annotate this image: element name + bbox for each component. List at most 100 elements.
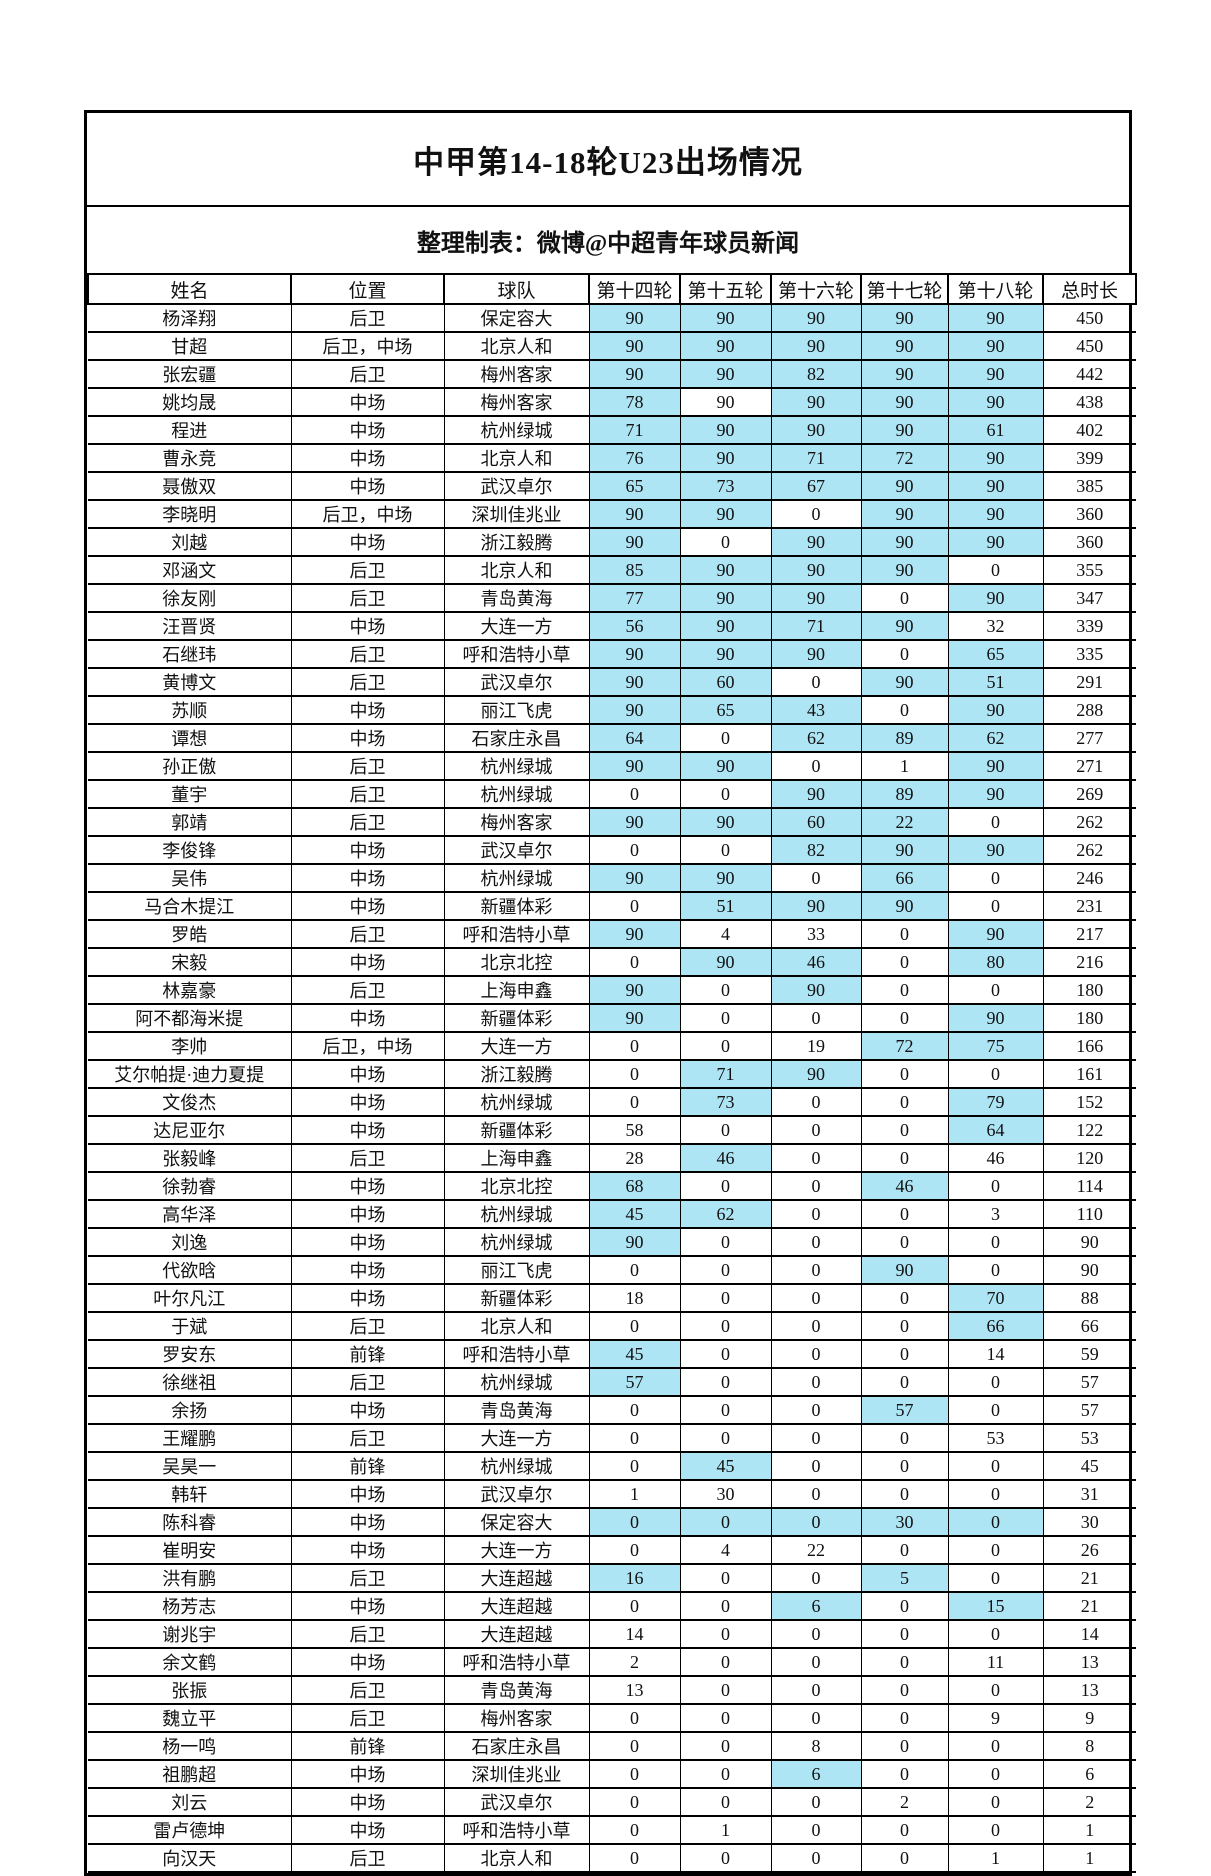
- position-cell: 中场: [290, 1255, 445, 1285]
- round-14-cell: 14: [588, 1619, 681, 1649]
- round-14-cell: 0: [588, 779, 681, 809]
- round-18-cell: 62: [947, 723, 1044, 753]
- round-14-cell: 2: [588, 1647, 681, 1677]
- total-minutes-cell: 288: [1042, 695, 1136, 725]
- round-17-cell: 90: [860, 891, 949, 921]
- position-cell: 中场: [290, 891, 445, 921]
- round-17-cell: 0: [860, 1283, 949, 1313]
- table-row: 郭靖 后卫 梅州客家 90 90 60 22 0 262: [88, 807, 1136, 837]
- table-row: 姚均晟 中场 梅州客家 78 90 90 90 90 438: [88, 387, 1136, 417]
- player-name-cell: 祖鹏超: [88, 1759, 292, 1789]
- round-15-cell: 90: [679, 639, 772, 669]
- round-15-cell: 0: [679, 1507, 772, 1537]
- round-14-cell: 0: [588, 947, 681, 977]
- round-14-cell: 0: [588, 1311, 681, 1341]
- round-15-cell: 0: [679, 1423, 772, 1453]
- position-cell: 中场: [290, 471, 445, 501]
- round-14-cell: 78: [588, 387, 681, 417]
- round-15-cell: 0: [679, 1255, 772, 1285]
- total-minutes-cell: 114: [1042, 1171, 1136, 1201]
- round-18-cell: 1: [947, 1843, 1044, 1873]
- position-cell: 后卫: [290, 1367, 445, 1397]
- round-16-cell: 8: [770, 1731, 862, 1761]
- position-cell: 后卫: [290, 1619, 445, 1649]
- round-18-cell: 90: [947, 695, 1044, 725]
- round-15-cell: 0: [679, 1367, 772, 1397]
- round-18-cell: 70: [947, 1283, 1044, 1313]
- round-17-cell: 0: [860, 1815, 949, 1845]
- table-row: 徐勃睿 中场 北京北控 68 0 0 46 0 114: [88, 1171, 1136, 1201]
- round-15-cell: 90: [679, 303, 772, 333]
- position-cell: 后卫: [290, 1423, 445, 1453]
- round-18-cell: 79: [947, 1087, 1044, 1117]
- round-18-cell: 46: [947, 1143, 1044, 1173]
- round-18-cell: 90: [947, 359, 1044, 389]
- team-cell: 北京人和: [443, 331, 590, 361]
- round-15-cell: 0: [679, 1703, 772, 1733]
- team-cell: 石家庄永昌: [443, 1731, 590, 1761]
- table-row: 刘云 中场 武汉卓尔 0 0 0 2 0 2: [88, 1787, 1136, 1817]
- round-14-cell: 0: [588, 1815, 681, 1845]
- round-14-cell: 0: [588, 835, 681, 865]
- team-cell: 呼和浩特小草: [443, 639, 590, 669]
- round-17-cell: 0: [860, 947, 949, 977]
- team-cell: 北京北控: [443, 947, 590, 977]
- player-name-cell: 张毅峰: [88, 1143, 292, 1173]
- player-name-cell: 汪晋贤: [88, 611, 292, 641]
- player-name-cell: 王耀鹏: [88, 1423, 292, 1453]
- player-name-cell: 崔明安: [88, 1535, 292, 1565]
- round-15-cell: 90: [679, 499, 772, 529]
- player-name-cell: 李俊锋: [88, 835, 292, 865]
- round-16-cell: 0: [770, 1647, 862, 1677]
- round-15-cell: 90: [679, 443, 772, 473]
- round-17-cell: 0: [860, 1115, 949, 1145]
- round-16-cell: 0: [770, 1563, 862, 1593]
- position-cell: 后卫: [290, 779, 445, 809]
- round-17-cell: 1: [860, 751, 949, 781]
- round-16-cell: 71: [770, 611, 862, 641]
- player-name-cell: 文俊杰: [88, 1087, 292, 1117]
- round-15-cell: 90: [679, 583, 772, 613]
- table-row: 艾尔帕提·迪力夏提 中场 浙江毅腾 0 71 90 0 0 161: [88, 1059, 1136, 1089]
- round-16-cell: 90: [770, 303, 862, 333]
- total-minutes-cell: 8: [1042, 1731, 1136, 1761]
- position-cell: 后卫，中场: [290, 331, 445, 361]
- table-row: 罗皓 后卫 呼和浩特小草 90 4 33 0 90 217: [88, 919, 1136, 949]
- round-18-cell: 0: [947, 1563, 1044, 1593]
- round-17-cell: 0: [860, 1451, 949, 1481]
- team-cell: 杭州绿城: [443, 863, 590, 893]
- player-name-cell: 韩轩: [88, 1479, 292, 1509]
- position-cell: 中场: [290, 611, 445, 641]
- round-14-cell: 90: [588, 807, 681, 837]
- round-16-cell: 67: [770, 471, 862, 501]
- total-minutes-cell: 110: [1042, 1199, 1136, 1229]
- total-minutes-cell: 88: [1042, 1283, 1136, 1313]
- round-16-cell: 0: [770, 667, 862, 697]
- table-row: 孙正傲 后卫 杭州绿城 90 90 0 1 90 271: [88, 751, 1136, 781]
- player-name-cell: 杨泽翔: [88, 303, 292, 333]
- player-name-cell: 吴昊一: [88, 1451, 292, 1481]
- position-cell: 中场: [290, 1395, 445, 1425]
- player-name-cell: 刘逸: [88, 1227, 292, 1257]
- round-18-cell: 0: [947, 807, 1044, 837]
- player-name-cell: 向汉天: [88, 1843, 292, 1873]
- player-name-cell: 余文鹤: [88, 1647, 292, 1677]
- round-14-cell: 1: [588, 1479, 681, 1509]
- table-row: 李帅 后卫，中场 大连一方 0 0 19 72 75 166: [88, 1031, 1136, 1061]
- player-name-cell: 李晓明: [88, 499, 292, 529]
- round-15-cell: 71: [679, 1059, 772, 1089]
- round-18-cell: 0: [947, 863, 1044, 893]
- table-row: 魏立平 后卫 梅州客家 0 0 0 0 9 9: [88, 1703, 1136, 1733]
- round-18-cell: 0: [947, 1731, 1044, 1761]
- team-cell: 武汉卓尔: [443, 835, 590, 865]
- table-row: 李晓明 后卫，中场 深圳佳兆业 90 90 0 90 90 360: [88, 499, 1136, 529]
- round-16-cell: 90: [770, 331, 862, 361]
- position-cell: 后卫: [290, 1843, 445, 1873]
- round-14-cell: 90: [588, 975, 681, 1005]
- total-minutes-cell: 335: [1042, 639, 1136, 669]
- player-name-cell: 雷卢德坤: [88, 1815, 292, 1845]
- player-name-cell: 徐友刚: [88, 583, 292, 613]
- total-minutes-cell: 21: [1042, 1563, 1136, 1593]
- round-15-cell: 0: [679, 1759, 772, 1789]
- round-15-cell: 0: [679, 1647, 772, 1677]
